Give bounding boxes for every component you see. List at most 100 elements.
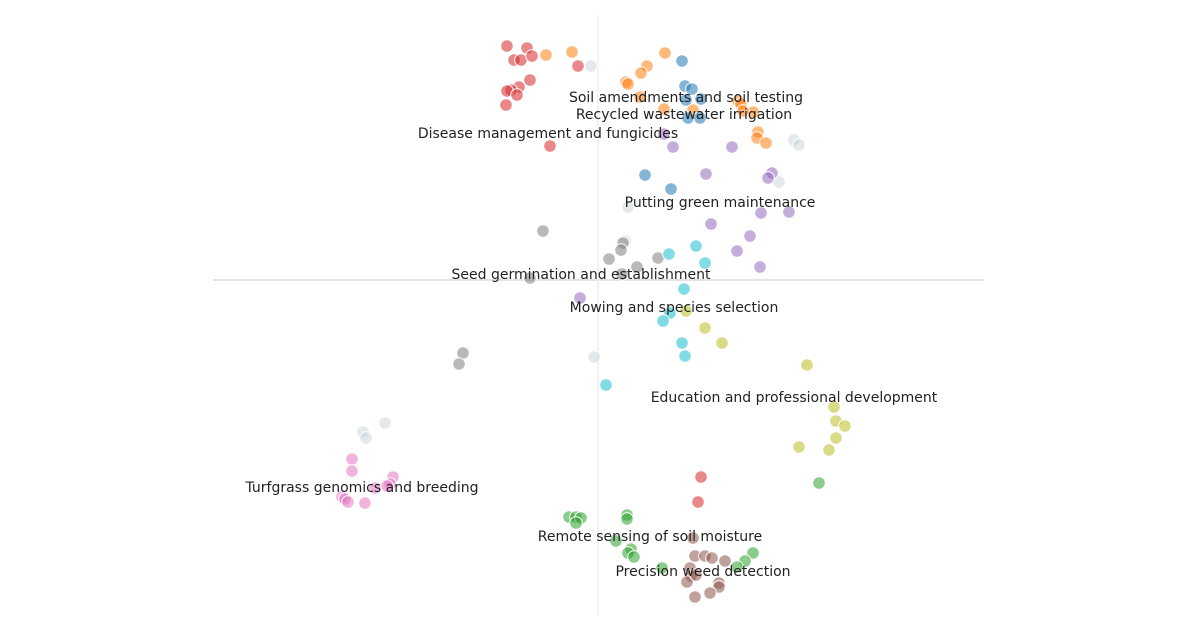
cluster-label: Precision weed detection: [615, 564, 790, 580]
data-point-gray: [630, 260, 644, 274]
data-point-olive: [800, 358, 814, 372]
data-point-orange: [621, 77, 635, 91]
data-point-blue: [638, 168, 652, 182]
data-point-cyan: [677, 282, 691, 296]
data-point-blue: [685, 82, 699, 96]
data-point-purple: [730, 244, 744, 258]
cluster-label: Mowing and species selection: [570, 300, 779, 316]
data-point-purple: [782, 205, 796, 219]
data-point-orange: [634, 66, 648, 80]
data-point-orange: [565, 45, 579, 59]
data-point-brown: [686, 531, 700, 545]
cluster-label: Soil amendments and soil testing: [569, 90, 803, 106]
data-point-pink: [368, 481, 382, 495]
cluster-label: Recycled wastewater irrigation: [576, 107, 792, 123]
data-point-red: [571, 59, 585, 73]
data-point-green: [746, 546, 760, 560]
data-point-gray: [536, 224, 550, 238]
data-point-brown: [689, 568, 703, 582]
data-point-blue: [664, 182, 678, 196]
data-point-blue: [679, 93, 693, 107]
data-point-gray: [452, 357, 466, 371]
data-point-purple: [754, 206, 768, 220]
data-point-pink: [345, 464, 359, 478]
data-point-orange: [759, 136, 773, 150]
data-point-light-gray: [792, 138, 806, 152]
data-point-gray: [523, 271, 537, 285]
data-point-cyan: [662, 247, 676, 261]
data-point-cyan: [656, 314, 670, 328]
data-point-green: [620, 512, 634, 526]
data-point-light-gray: [359, 431, 373, 445]
data-point-gray: [615, 267, 629, 281]
data-point-blue: [675, 54, 689, 68]
data-point-olive: [792, 440, 806, 454]
data-point-olive: [827, 400, 841, 414]
data-point-purple: [573, 291, 587, 305]
data-point-pink: [341, 495, 355, 509]
data-point-orange: [658, 46, 672, 60]
data-point-brown: [680, 575, 694, 589]
data-point-red: [523, 73, 537, 87]
data-point-light-gray: [587, 350, 601, 364]
data-point-red: [500, 39, 514, 53]
data-point-green: [730, 560, 744, 574]
data-point-cyan: [675, 336, 689, 350]
data-point-brown: [718, 554, 732, 568]
cluster-label: Education and professional development: [651, 390, 938, 406]
data-point-light-gray: [621, 200, 635, 214]
data-point-light-gray: [584, 59, 598, 73]
data-point-pink: [345, 452, 359, 466]
data-point-purple: [753, 260, 767, 274]
data-point-brown: [688, 590, 702, 604]
data-point-cyan: [678, 349, 692, 363]
data-point-green: [627, 550, 641, 564]
data-point-red: [543, 139, 557, 153]
data-point-purple: [657, 127, 671, 141]
data-point-red: [525, 49, 539, 63]
data-point-purple: [725, 140, 739, 154]
data-point-purple: [704, 217, 718, 231]
cluster-label: Remote sensing of soil moisture: [538, 529, 763, 545]
data-point-red: [694, 470, 708, 484]
data-point-brown: [705, 551, 719, 565]
cluster-label: Disease management and fungicides: [418, 126, 678, 142]
data-point-red: [510, 88, 524, 102]
data-point-cyan: [698, 256, 712, 270]
points-layer: [335, 39, 852, 604]
data-point-olive: [698, 321, 712, 335]
data-point-red: [691, 495, 705, 509]
data-point-purple: [699, 167, 713, 181]
data-point-cyan: [689, 239, 703, 253]
data-point-green: [609, 534, 623, 548]
data-point-blue: [693, 111, 707, 125]
cluster-label: Turfgrass genomics and breeding: [244, 480, 478, 496]
data-point-green: [655, 561, 669, 575]
data-point-olive: [838, 419, 852, 433]
data-point-pink: [358, 496, 372, 510]
data-point-purple: [666, 140, 680, 154]
data-point-olive: [715, 336, 729, 350]
data-point-red: [499, 98, 513, 112]
data-point-green: [812, 476, 826, 490]
data-point-orange: [633, 90, 647, 104]
data-point-gray: [614, 243, 628, 257]
data-point-orange: [539, 48, 553, 62]
data-point-green: [569, 516, 583, 530]
data-point-purple: [761, 171, 775, 185]
cluster-label: Seed germination and establishment: [452, 267, 711, 283]
data-point-purple: [743, 229, 757, 243]
data-point-orange: [736, 104, 750, 118]
data-point-blue: [694, 92, 708, 106]
data-point-light-gray: [378, 416, 392, 430]
data-point-brown: [703, 586, 717, 600]
cluster-label: Putting green maintenance: [625, 195, 816, 211]
labels-layer: Soil amendments and soil testingRecycled…: [244, 90, 937, 580]
data-point-orange: [657, 102, 671, 116]
data-point-cyan: [599, 378, 613, 392]
data-point-olive: [679, 304, 693, 318]
data-point-gray: [602, 252, 616, 266]
data-point-olive: [829, 431, 843, 445]
data-point-olive: [822, 443, 836, 457]
